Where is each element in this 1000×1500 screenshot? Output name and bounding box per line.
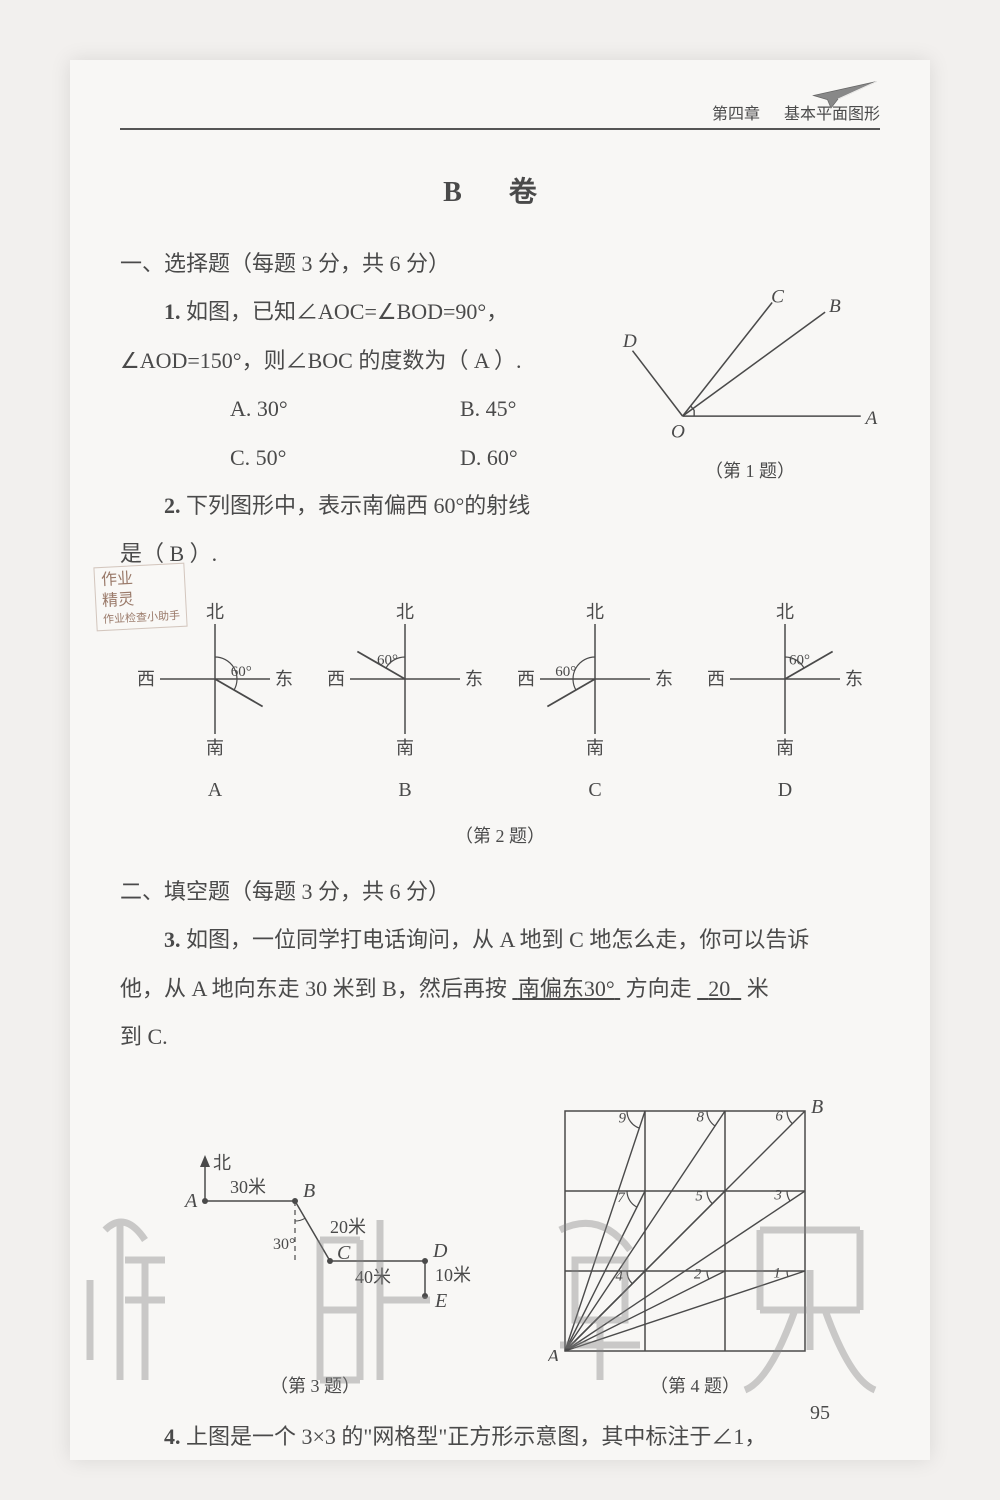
page: 第四章 基本平面图形 B 卷 一、选择题（每题 3 分，共 6 分） 1. 如图… (70, 60, 930, 1460)
q3-caption: （第 3 题） (145, 1372, 485, 1398)
svg-text:B: B (303, 1180, 315, 1202)
svg-text:南: 南 (206, 738, 224, 758)
q3-line2a: 他，从 A 地向东走 30 米到 B，然后再按 (120, 976, 507, 1001)
svg-text:60°: 60° (555, 664, 576, 680)
q4-figure: A B 1 2 3 4 5 6 7 8 9 (535, 1091, 855, 1361)
svg-text:1: 1 (773, 1266, 781, 1282)
q1-figure: O A B C D (620, 288, 880, 448)
q3-number: 3. (164, 927, 181, 952)
question-4: 4. 上图是一个 3×3 的"网格型"正方形示意图，其中标注于∠1， (120, 1413, 880, 1461)
svg-text:西: 西 (327, 669, 345, 689)
svg-text:D: D (622, 331, 637, 352)
q2-text: 下列图形中，表示南偏西 60°的射线 (186, 493, 530, 518)
svg-text:东: 东 (845, 669, 863, 689)
section-1-heading: 一、选择题（每题 3 分，共 6 分） (120, 240, 880, 288)
svg-text:D: D (432, 1240, 448, 1262)
section-1-score: （每题 3 分，共 6 分） (230, 251, 450, 276)
q2-compass-B: 北南东西60°B (315, 589, 495, 802)
chapter-header: 第四章 基本平面图形 (120, 100, 880, 130)
svg-text:东: 东 (465, 669, 483, 689)
question-3: 3. 如图，一位同学打电话询问，从 A 地到 C 地怎么走，你可以告诉 他，从 … (120, 916, 880, 1061)
svg-text:B: B (811, 1096, 823, 1118)
svg-text:3: 3 (773, 1188, 782, 1204)
q4-text: 上图是一个 3×3 的"网格型"正方形示意图，其中标注于∠1， (186, 1424, 766, 1449)
q1-opt-b: B. 45° (460, 385, 516, 433)
q2-compass-C: 北南东西60°C (505, 589, 685, 802)
q2-figure-row: 北南东西60°A北南东西60°B北南东西60°C北南东西60°D (120, 589, 880, 802)
q1-opt-c: C. 50° (230, 434, 460, 482)
svg-text:E: E (434, 1290, 447, 1312)
paper-plane-icon (810, 72, 880, 112)
q1-text-line1: 如图，已知∠AOC=∠BOD=90°， (186, 299, 508, 324)
svg-text:A: A (183, 1190, 198, 1212)
q2-compass-D: 北南东西60°D (695, 589, 875, 802)
svg-text:B: B (829, 297, 841, 318)
svg-text:C: C (771, 288, 785, 308)
q1-text-line2: ∠AOD=150°，则∠BOC 的度数为（ A ）. (120, 337, 620, 385)
svg-text:西: 西 (517, 669, 535, 689)
svg-text:O: O (671, 422, 685, 443)
q2-caption: （第 2 题） (120, 822, 880, 848)
svg-text:北: 北 (213, 1153, 231, 1173)
q3-line1: 如图，一位同学打电话询问，从 A 地到 C 地怎么走，你可以告诉 (186, 927, 809, 952)
q3-blank1: 南偏东30° (512, 976, 620, 1001)
q3-line2b: 方向走 (626, 976, 692, 1001)
page-number: 95 (810, 1402, 830, 1425)
svg-text:南: 南 (586, 738, 604, 758)
svg-text:南: 南 (776, 738, 794, 758)
svg-text:4: 4 (615, 1269, 623, 1285)
svg-text:60°: 60° (231, 664, 252, 680)
svg-text:东: 东 (275, 669, 293, 689)
q2-number: 2. (164, 493, 181, 518)
svg-text:A: A (545, 1346, 560, 1361)
q4-caption: （第 4 题） (535, 1372, 855, 1398)
q3-blank2: 20 (697, 976, 741, 1001)
svg-text:9: 9 (618, 1111, 626, 1127)
svg-text:北: 北 (206, 602, 224, 622)
svg-text:北: 北 (586, 602, 604, 622)
svg-text:30°: 30° (273, 1236, 295, 1253)
svg-text:东: 东 (655, 669, 673, 689)
svg-text:20米: 20米 (330, 1217, 366, 1237)
section-2-score: （每题 3 分，共 6 分） (230, 879, 450, 904)
svg-text:2: 2 (694, 1267, 702, 1283)
q3-line2c: 米 (747, 976, 769, 1001)
svg-text:40米: 40米 (355, 1267, 391, 1287)
chapter-num: 第四章 (712, 106, 760, 123)
svg-text:7: 7 (617, 1190, 626, 1206)
svg-text:北: 北 (776, 602, 794, 622)
svg-text:A: A (864, 408, 878, 429)
svg-text:30米: 30米 (230, 1177, 266, 1197)
svg-text:60°: 60° (377, 652, 398, 668)
q2-text-line2: 是（ B ）. (120, 530, 880, 578)
svg-text:6: 6 (775, 1109, 783, 1125)
svg-text:60°: 60° (789, 652, 810, 668)
q4-number: 4. (164, 1424, 181, 1449)
question-1: 1. 如图，已知∠AOC=∠BOD=90°， ∠AOD=150°，则∠BOC 的… (120, 288, 880, 530)
svg-text:南: 南 (396, 738, 414, 758)
section-2-label: 二、填空题 (120, 879, 230, 904)
section-2-heading: 二、填空题（每题 3 分，共 6 分） (120, 868, 880, 916)
q3-figure: 北 A 30米 B 20米 30° C 40米 D 10米 (145, 1141, 485, 1361)
q1-caption: （第 1 题） (620, 457, 880, 483)
q1-opt-d: D. 60° (460, 434, 518, 482)
svg-text:5: 5 (695, 1189, 703, 1205)
q1-opt-a: A. 30° (230, 385, 460, 433)
stamp-watermark: 作业 精灵 作业检查小助手 (93, 563, 187, 632)
q3-line3: 到 C. (120, 1013, 880, 1061)
svg-text:8: 8 (697, 1110, 705, 1126)
figure-row-q3-q4: 北 A 30米 B 20米 30° C 40米 D 10米 (120, 1091, 880, 1398)
exam-section-title: B 卷 (120, 170, 880, 210)
svg-text:西: 西 (137, 669, 155, 689)
svg-text:西: 西 (707, 669, 725, 689)
section-1-label: 一、选择题 (120, 251, 230, 276)
svg-text:10米: 10米 (435, 1265, 471, 1285)
q1-number: 1. (164, 299, 181, 324)
svg-text:北: 北 (396, 602, 414, 622)
